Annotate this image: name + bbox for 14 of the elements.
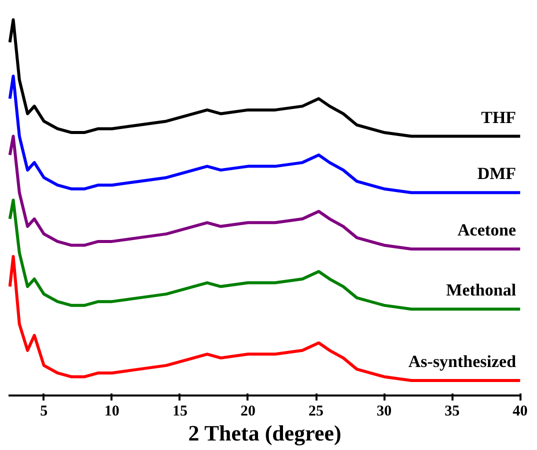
x-tick-label: 35 xyxy=(444,404,460,420)
x-axis-title: 2 Theta (degree) xyxy=(188,420,342,446)
x-tick-label: 5 xyxy=(40,404,48,420)
series-label: THF xyxy=(481,108,516,127)
x-tick-label: 10 xyxy=(104,404,120,420)
series-label: Methonal xyxy=(446,280,516,300)
x-tick-label: 20 xyxy=(240,404,256,420)
series-label: Acetone xyxy=(458,220,517,240)
x-tick-label: 15 xyxy=(172,404,188,420)
x-tick-label: 25 xyxy=(308,404,324,420)
series-label: As-synthesized xyxy=(408,352,517,372)
series-label: DMF xyxy=(477,164,516,184)
x-tick-label: 30 xyxy=(376,404,392,420)
x-tick-label: 40 xyxy=(512,404,528,420)
